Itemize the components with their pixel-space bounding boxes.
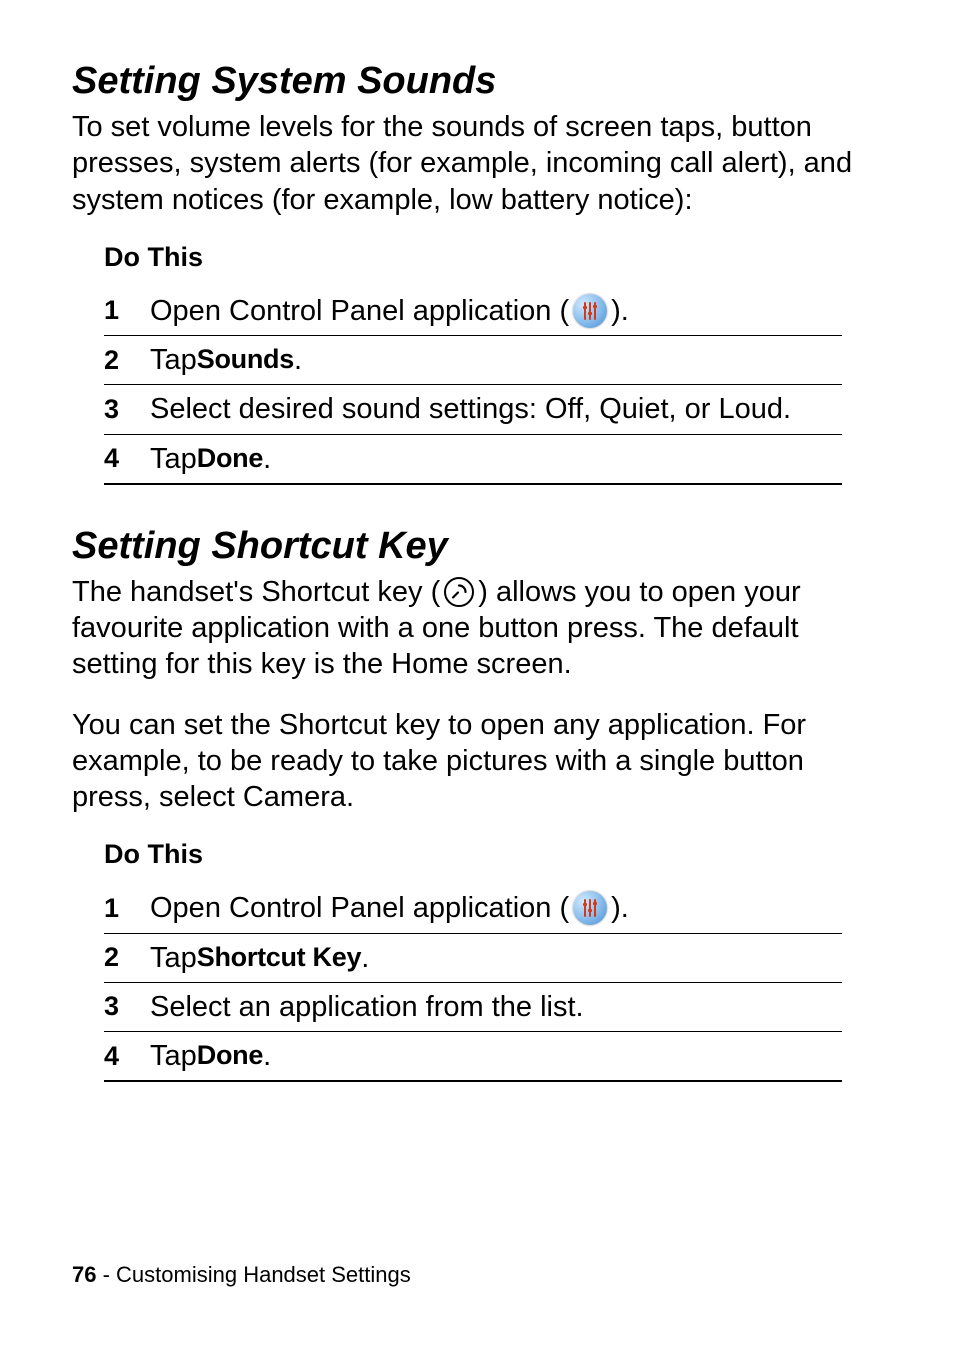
step-text-post: . bbox=[263, 441, 271, 477]
shortcut-key-icon bbox=[444, 577, 474, 607]
step-text: Tap Done . bbox=[150, 1038, 271, 1074]
step-text: Open Control Panel application ( bbox=[150, 293, 629, 329]
intro-shortcut-key: The handset's Shortcut key ( ) allows yo… bbox=[72, 574, 882, 683]
heading-system-sounds: Setting System Sounds bbox=[72, 60, 882, 103]
step-text: Select desired sound settings: Off, Quie… bbox=[150, 391, 791, 427]
do-this-label-1: Do This bbox=[104, 242, 882, 273]
step-number: 4 bbox=[104, 443, 150, 474]
step-text: Open Control Panel application ( bbox=[150, 890, 629, 926]
step-row: 3 Select an application from the list. bbox=[104, 982, 842, 1031]
step-row: 2 Tap Sounds . bbox=[104, 335, 842, 384]
step-number: 2 bbox=[104, 345, 150, 376]
step-text: Select an application from the list. bbox=[150, 989, 584, 1025]
step-text-pre: Open Control Panel application ( bbox=[150, 293, 569, 329]
step-number: 1 bbox=[104, 893, 150, 924]
step-text-pre: Open Control Panel application ( bbox=[150, 890, 569, 926]
step-text-post: . bbox=[294, 342, 302, 378]
footer-title: Customising Handset Settings bbox=[116, 1262, 411, 1287]
step-number: 3 bbox=[104, 394, 150, 425]
para-shortcut-example: You can set the Shortcut key to open any… bbox=[72, 707, 882, 816]
ui-term-done: Done bbox=[197, 442, 263, 476]
step-text-post: ). bbox=[611, 890, 629, 926]
steps-list-1: 1 Open Control Panel application ( bbox=[104, 287, 842, 485]
step-number: 1 bbox=[104, 295, 150, 326]
step-row: 3 Select desired sound settings: Off, Qu… bbox=[104, 384, 842, 433]
step-number: 3 bbox=[104, 991, 150, 1022]
step-row: 4 Tap Done . bbox=[104, 1031, 842, 1082]
step-text-pre: Tap bbox=[150, 342, 197, 378]
step-text-post: . bbox=[263, 1038, 271, 1074]
ui-term-shortcut-key: Shortcut Key bbox=[197, 941, 361, 975]
ui-term-sounds: Sounds bbox=[197, 343, 294, 377]
steps-list-2: 1 Open Control Panel application ( bbox=[104, 884, 842, 1082]
step-row: 4 Tap Done . bbox=[104, 434, 842, 485]
step-text-pre: Tap bbox=[150, 1038, 197, 1074]
step-text: Tap Done . bbox=[150, 441, 271, 477]
intro-pre: The handset's Shortcut key ( bbox=[72, 576, 440, 608]
step-text-pre: Tap bbox=[150, 441, 197, 477]
footer-sep: - bbox=[96, 1262, 116, 1287]
step-text-post: ). bbox=[611, 293, 629, 329]
step-row: 2 Tap Shortcut Key . bbox=[104, 933, 842, 982]
control-panel-icon bbox=[573, 891, 607, 925]
ui-term-done: Done bbox=[197, 1039, 263, 1073]
page-number: 76 bbox=[72, 1262, 96, 1287]
step-row: 1 Open Control Panel application ( bbox=[104, 884, 842, 932]
intro-system-sounds: To set volume levels for the sounds of s… bbox=[72, 109, 882, 218]
do-this-label-2: Do This bbox=[104, 839, 882, 870]
step-row: 1 Open Control Panel application ( bbox=[104, 287, 842, 335]
step-text-pre: Tap bbox=[150, 940, 197, 976]
step-number: 4 bbox=[104, 1041, 150, 1072]
step-text: Tap Sounds . bbox=[150, 342, 302, 378]
page-footer: 76 - Customising Handset Settings bbox=[72, 1262, 411, 1288]
step-text: Tap Shortcut Key . bbox=[150, 940, 369, 976]
heading-shortcut-key: Setting Shortcut Key bbox=[72, 525, 882, 568]
step-text-post: . bbox=[361, 940, 369, 976]
step-number: 2 bbox=[104, 942, 150, 973]
control-panel-icon bbox=[573, 294, 607, 328]
